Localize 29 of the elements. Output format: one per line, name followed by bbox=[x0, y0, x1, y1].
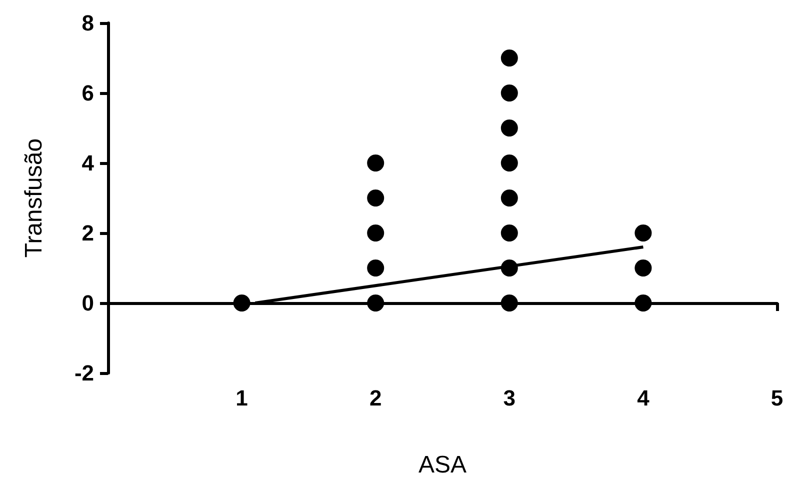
point bbox=[500, 294, 518, 312]
x-tick-label: 3 bbox=[503, 386, 516, 410]
y-tick-label: 0 bbox=[82, 290, 94, 316]
point bbox=[233, 294, 250, 312]
point bbox=[367, 294, 384, 312]
point bbox=[634, 294, 652, 312]
x-axis-title: ASA bbox=[418, 452, 467, 478]
y-tick-label: -2 bbox=[74, 360, 94, 386]
x-tick-label: 2 bbox=[369, 386, 382, 410]
y-tick-label: 6 bbox=[82, 80, 94, 106]
point bbox=[500, 224, 518, 242]
point bbox=[367, 260, 384, 276]
point bbox=[500, 50, 518, 66]
point bbox=[500, 84, 518, 102]
point bbox=[634, 224, 652, 242]
point bbox=[500, 120, 518, 136]
point bbox=[634, 260, 652, 276]
x-tick-label: 1 bbox=[236, 386, 248, 410]
y-tick-label: 4 bbox=[82, 150, 95, 176]
point bbox=[500, 190, 518, 206]
x-tick-label: 5 bbox=[770, 386, 784, 410]
y-axis-title: Transfusão bbox=[20, 138, 48, 258]
y-tick-label: 8 bbox=[82, 10, 94, 36]
point bbox=[367, 224, 384, 242]
y-tick-label: 2 bbox=[82, 220, 94, 246]
point bbox=[367, 154, 384, 172]
point bbox=[367, 190, 384, 206]
x-tick-label: 4 bbox=[637, 386, 650, 410]
point bbox=[500, 154, 518, 172]
